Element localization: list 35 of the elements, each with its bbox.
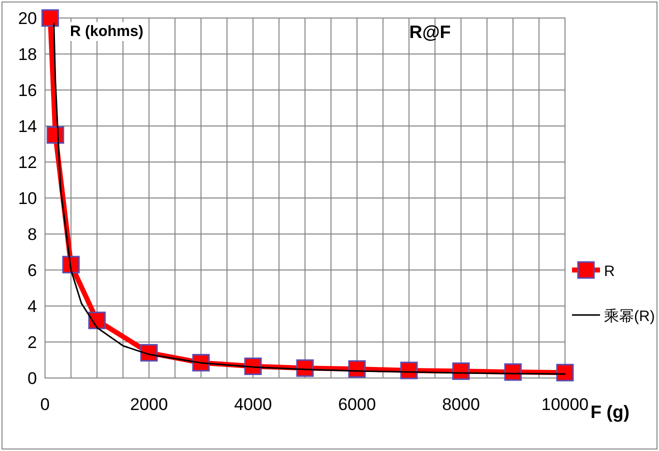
- point: [400, 362, 418, 380]
- x-tick-label: 10000: [541, 395, 589, 414]
- y-tick-label: 6: [28, 261, 37, 280]
- y-tick-label: 16: [18, 81, 37, 100]
- y-tick-label: 8: [28, 225, 37, 244]
- point: [192, 354, 210, 372]
- point: [348, 360, 366, 378]
- point: [452, 362, 470, 380]
- y-tick-label: 0: [28, 369, 37, 388]
- x-tick-label: 0: [40, 395, 50, 414]
- point: [62, 256, 80, 274]
- legend-label: R: [604, 263, 615, 280]
- x-tick-label: 6000: [338, 395, 376, 414]
- point: [244, 358, 262, 376]
- legend-label: 乘幂(R): [604, 308, 655, 325]
- y-tick-label: 14: [18, 117, 37, 136]
- x-axis-title: F (g): [590, 402, 630, 422]
- y-axis-title: R (kohms): [70, 23, 144, 40]
- y-tick-label: 18: [18, 45, 37, 64]
- point: [504, 363, 522, 381]
- point: [556, 364, 574, 382]
- point: [46, 126, 64, 144]
- y-tick-label: 4: [28, 297, 37, 316]
- chart-title: R@F: [409, 22, 451, 42]
- point: [88, 312, 106, 330]
- point: [140, 344, 158, 362]
- point: [296, 359, 314, 377]
- y-tick-label: 12: [18, 153, 37, 172]
- x-tick-label: 4000: [234, 395, 272, 414]
- x-tick-label: 2000: [130, 395, 168, 414]
- y-tick-label: 10: [18, 189, 37, 208]
- y-tick-label: 20: [18, 9, 37, 28]
- x-tick-label: 8000: [442, 395, 480, 414]
- point: [41, 9, 59, 27]
- y-tick-label: 2: [28, 333, 37, 352]
